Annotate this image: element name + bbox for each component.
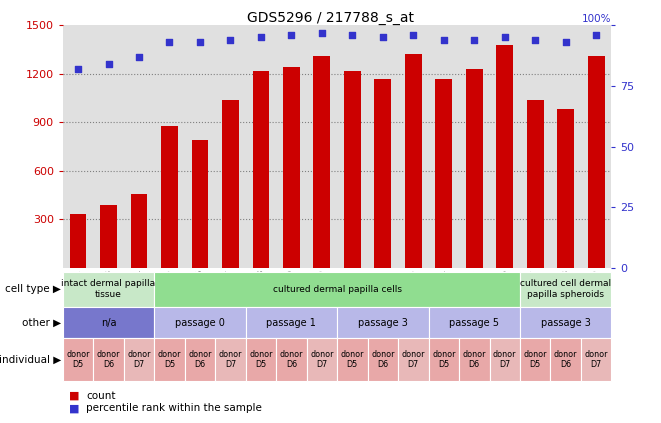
Point [530,36,541,43]
Text: passage 1: passage 1 [266,318,317,327]
Text: donor
D7: donor D7 [128,350,151,369]
Text: donor
D5: donor D5 [249,350,272,369]
Text: ■: ■ [69,403,80,413]
Text: passage 0: passage 0 [175,318,225,327]
Text: passage 3: passage 3 [541,318,591,327]
Point [286,32,297,38]
Text: intact dermal papilla
tissue: intact dermal papilla tissue [61,279,155,299]
Text: donor
D7: donor D7 [219,350,242,369]
Point [195,39,206,46]
Point [469,36,480,43]
Bar [344,71,361,268]
Bar [283,67,300,268]
Bar [69,214,87,268]
Bar [313,56,330,268]
Bar [192,140,208,268]
Text: cultured cell dermal
papilla spheroids: cultured cell dermal papilla spheroids [520,279,611,299]
Text: n/a: n/a [100,318,116,327]
Point [347,32,358,38]
Text: cultured dermal papilla cells: cultured dermal papilla cells [272,285,402,294]
Point [317,29,327,36]
Bar [588,56,605,268]
Text: donor
D6: donor D6 [280,350,303,369]
Text: donor
D6: donor D6 [188,350,212,369]
Text: percentile rank within the sample: percentile rank within the sample [86,403,262,413]
Text: donor
D5: donor D5 [340,350,364,369]
Text: donor
D6: donor D6 [97,350,120,369]
Text: cell type ▶: cell type ▶ [5,284,61,294]
Bar [466,69,483,268]
Text: donor
D5: donor D5 [66,350,90,369]
Bar [253,71,269,268]
Text: donor
D7: donor D7 [584,350,608,369]
Bar [100,205,117,268]
Bar [557,110,574,268]
Text: donor
D5: donor D5 [158,350,181,369]
Point [591,32,602,38]
Text: donor
D7: donor D7 [402,350,425,369]
Bar [405,55,422,268]
Bar [161,126,178,268]
Text: donor
D6: donor D6 [371,350,395,369]
Bar [527,100,543,268]
Bar [436,79,452,268]
Point [438,36,449,43]
Text: donor
D5: donor D5 [432,350,455,369]
Text: donor
D7: donor D7 [493,350,516,369]
Text: individual ▶: individual ▶ [0,354,61,365]
Text: donor
D6: donor D6 [554,350,578,369]
Point [500,34,510,41]
Point [225,36,236,43]
Point [134,53,144,60]
Bar [374,79,391,268]
Text: donor
D6: donor D6 [463,350,486,369]
Text: count: count [86,390,116,401]
Point [164,39,175,46]
Text: other ▶: other ▶ [22,318,61,327]
Bar [496,45,513,268]
Text: passage 5: passage 5 [449,318,499,327]
Text: GDS5296 / 217788_s_at: GDS5296 / 217788_s_at [247,11,414,25]
Text: donor
D7: donor D7 [310,350,334,369]
Text: ■: ■ [69,390,80,401]
Point [73,66,83,72]
Point [377,34,388,41]
Point [408,32,418,38]
Text: donor
D5: donor D5 [524,350,547,369]
Text: passage 3: passage 3 [358,318,408,327]
Point [561,39,571,46]
Bar [131,194,147,268]
Text: 100%: 100% [582,14,611,24]
Point [256,34,266,41]
Point [103,61,114,68]
Bar [222,100,239,268]
